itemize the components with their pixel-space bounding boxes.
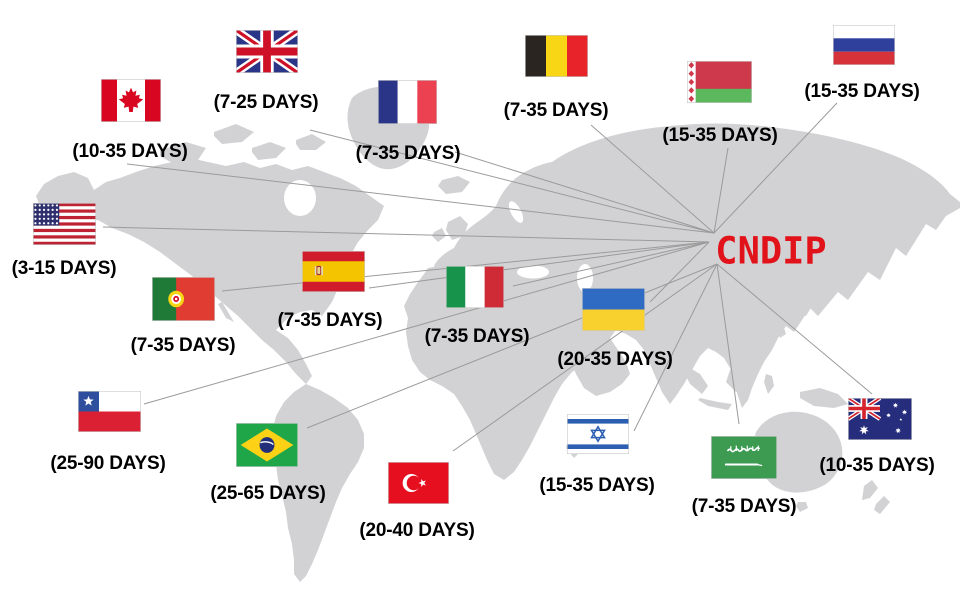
flag-cl-icon: [78, 391, 141, 432]
flag-tr-icon: [388, 462, 449, 504]
days-label-cl: (25-90 DAYS): [50, 453, 166, 474]
shipping-line-gb: [309, 129, 715, 234]
days-label-ca: (10-35 DAYS): [72, 141, 188, 162]
days-label-pt: (7-35 DAYS): [130, 335, 236, 356]
days-label-sa: (7-35 DAYS): [691, 496, 797, 517]
shipping-line-ua: [649, 241, 710, 303]
shipping-line-il: [633, 263, 718, 432]
shipping-line-ru: [713, 102, 838, 234]
shipping-line-es: [368, 241, 710, 289]
days-label-ru: (15-35 DAYS): [804, 81, 920, 102]
days-label-tr: (20-40 DAYS): [359, 520, 475, 541]
flag-au-icon: [848, 398, 912, 440]
flag-be-icon: [525, 35, 588, 77]
shipping-line-by: [713, 147, 729, 234]
flag-ca-icon: [101, 79, 161, 122]
flag-ua-icon: [582, 288, 645, 331]
shipping-line-au: [716, 263, 873, 395]
shipping-line-tr: [452, 263, 718, 452]
shipping-line-us: [102, 226, 710, 243]
shipping-line-br: [306, 263, 718, 429]
flag-by-icon: [687, 61, 752, 103]
shipping-line-sa: [716, 263, 740, 425]
days-label-il: (15-35 DAYS): [539, 475, 655, 496]
flag-es-icon: [302, 251, 365, 292]
shipping-line-it: [512, 241, 710, 287]
days-label-be: (7-35 DAYS): [503, 100, 609, 121]
days-label-us: (3-15 DAYS): [11, 258, 117, 279]
days-label-gb: (7-25 DAYS): [213, 92, 319, 113]
shipping-line-be: [590, 124, 715, 234]
days-label-fr: (7-35 DAYS): [355, 143, 461, 164]
flag-fr-icon: [378, 80, 437, 124]
days-label-ua: (20-35 DAYS): [557, 349, 673, 370]
flag-us-icon: [33, 203, 96, 245]
days-label-au: (10-35 DAYS): [819, 455, 935, 476]
flag-br-icon: [236, 423, 298, 467]
flag-sa-icon: [711, 436, 777, 479]
days-label-br: (25-65 DAYS): [210, 483, 326, 504]
flag-it-icon: [446, 266, 504, 308]
flag-ru-icon: [833, 25, 895, 65]
flag-pt-icon: [152, 277, 215, 321]
brand-label: CNDIP: [715, 229, 827, 273]
days-label-by: (15-35 DAYS): [662, 125, 778, 146]
shipping-line-ca: [126, 163, 715, 234]
days-label-it: (7-35 DAYS): [424, 326, 530, 347]
days-label-es: (7-35 DAYS): [277, 310, 383, 331]
shipping-line-fr: [454, 151, 715, 234]
shipping-line-cl: [143, 241, 710, 405]
flag-gb-icon: [236, 30, 298, 73]
flag-il-icon: [567, 414, 629, 454]
